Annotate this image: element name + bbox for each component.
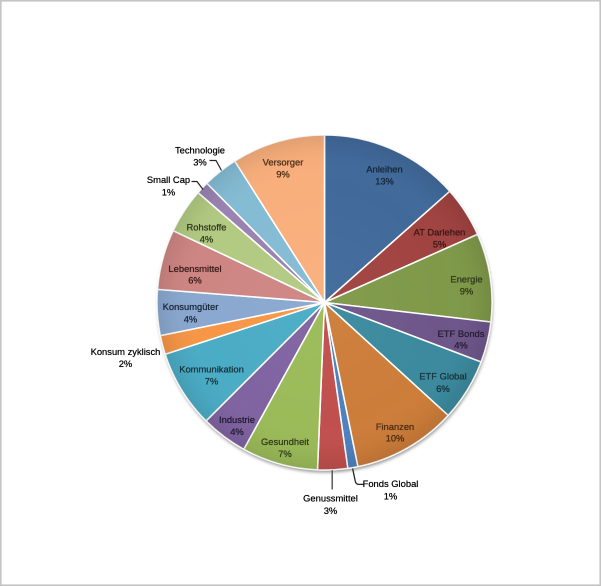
- svg-text:10%: 10%: [386, 433, 405, 444]
- svg-text:3%: 3%: [324, 505, 338, 516]
- svg-text:ETF Global: ETF Global: [419, 371, 466, 382]
- svg-text:2%: 2%: [119, 358, 133, 369]
- svg-text:Genussmittel: Genussmittel: [303, 493, 358, 504]
- svg-text:9%: 9%: [276, 169, 290, 180]
- svg-text:7%: 7%: [205, 376, 219, 387]
- svg-text:Rohstoffe: Rohstoffe: [187, 222, 227, 233]
- svg-text:Gesundheit: Gesundheit: [261, 436, 309, 447]
- svg-text:Finanzen: Finanzen: [376, 421, 415, 432]
- svg-text:Lebensmittel: Lebensmittel: [168, 263, 221, 274]
- svg-text:1%: 1%: [162, 187, 176, 198]
- svg-text:13%: 13%: [375, 176, 394, 187]
- svg-text:AT Darlehen: AT Darlehen: [414, 227, 466, 238]
- svg-text:4%: 4%: [184, 313, 198, 324]
- svg-text:7%: 7%: [278, 448, 292, 459]
- svg-text:Konsumgüter: Konsumgüter: [163, 301, 219, 312]
- svg-text:5%: 5%: [433, 239, 447, 250]
- svg-text:ETF Bonds: ETF Bonds: [438, 328, 485, 339]
- svg-text:3%: 3%: [193, 157, 207, 168]
- svg-text:Versorger: Versorger: [263, 157, 304, 168]
- svg-text:6%: 6%: [436, 383, 450, 394]
- svg-text:Small Cap: Small Cap: [147, 174, 190, 185]
- svg-text:Anleihen: Anleihen: [366, 164, 403, 175]
- svg-text:Fonds Global: Fonds Global: [363, 478, 419, 489]
- svg-text:9%: 9%: [460, 286, 474, 297]
- svg-text:Energie: Energie: [450, 274, 482, 285]
- svg-text:4%: 4%: [200, 234, 214, 245]
- svg-text:4%: 4%: [230, 426, 244, 437]
- svg-text:1%: 1%: [384, 491, 398, 502]
- svg-text:4%: 4%: [454, 340, 468, 351]
- svg-text:Technologie: Technologie: [175, 145, 225, 156]
- svg-text:Kommunikation: Kommunikation: [179, 364, 244, 375]
- svg-text:Industrie: Industrie: [219, 414, 255, 425]
- svg-text:Konsum zyklisch: Konsum zyklisch: [91, 346, 161, 357]
- svg-text:6%: 6%: [188, 275, 202, 286]
